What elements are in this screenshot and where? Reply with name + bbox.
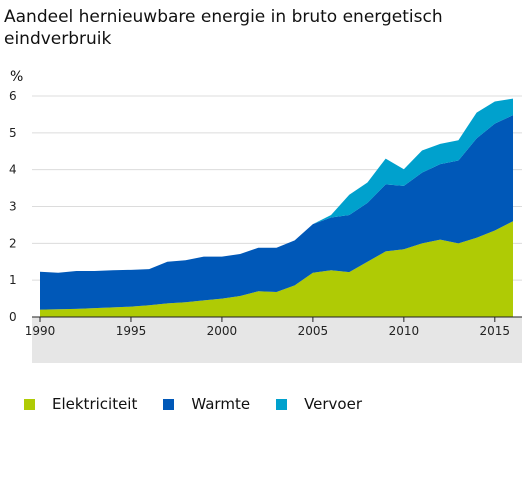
y-axis: 0 1 2 3 4 5 6 xyxy=(9,89,17,324)
x-tick-label: 2005 xyxy=(298,324,329,338)
chart-title-line-2: eindverbruik xyxy=(4,29,112,49)
y-tick-label: 3 xyxy=(9,200,17,214)
legend-swatch-elektriciteit xyxy=(24,398,35,410)
y-tick-label: 0 xyxy=(9,310,17,324)
area-elektriciteit xyxy=(40,221,513,317)
legend-swatch-warmte xyxy=(163,398,175,410)
x-axis-band xyxy=(32,317,522,363)
y-tick-label: 6 xyxy=(9,89,17,103)
x-tick-label: 2010 xyxy=(389,324,420,338)
x-axis: 1990 1995 2000 2005 2010 2015 xyxy=(25,317,510,338)
x-tick-label: 2000 xyxy=(207,324,238,338)
legend-item-vervoer: Vervoer xyxy=(276,395,362,413)
legend-item-elektriciteit: Elektriciteit xyxy=(24,395,137,413)
x-tick-label: 1990 xyxy=(25,324,56,338)
y-tick-label: 4 xyxy=(9,163,17,177)
legend-label-vervoer: Vervoer xyxy=(304,395,363,413)
y-tick-label: 1 xyxy=(9,273,17,287)
legend-label-elektriciteit: Elektriciteit xyxy=(52,395,138,413)
y-tick-label: 5 xyxy=(9,126,17,140)
legend-item-warmte: Warmte xyxy=(163,395,250,413)
chart-title: Aandeel hernieuwbare energie in bruto en… xyxy=(4,6,504,50)
legend-swatch-vervoer xyxy=(276,398,288,410)
area-chart: 0 1 2 3 4 5 6 1990 1995 2000 2005 2010 2015 % xyxy=(9,69,522,363)
x-tick-label: 1995 xyxy=(116,324,147,338)
chart-title-line-1: Aandeel hernieuwbare energie in bruto en… xyxy=(4,7,443,27)
series-areas xyxy=(40,98,513,317)
legend: Elektriciteit Warmte Vervoer xyxy=(24,395,362,413)
y-axis-label: % xyxy=(10,69,23,85)
y-tick-label: 2 xyxy=(9,236,17,250)
area-warmte xyxy=(40,115,513,310)
legend-label-warmte: Warmte xyxy=(191,395,251,413)
x-tick-label: 2015 xyxy=(480,324,511,338)
